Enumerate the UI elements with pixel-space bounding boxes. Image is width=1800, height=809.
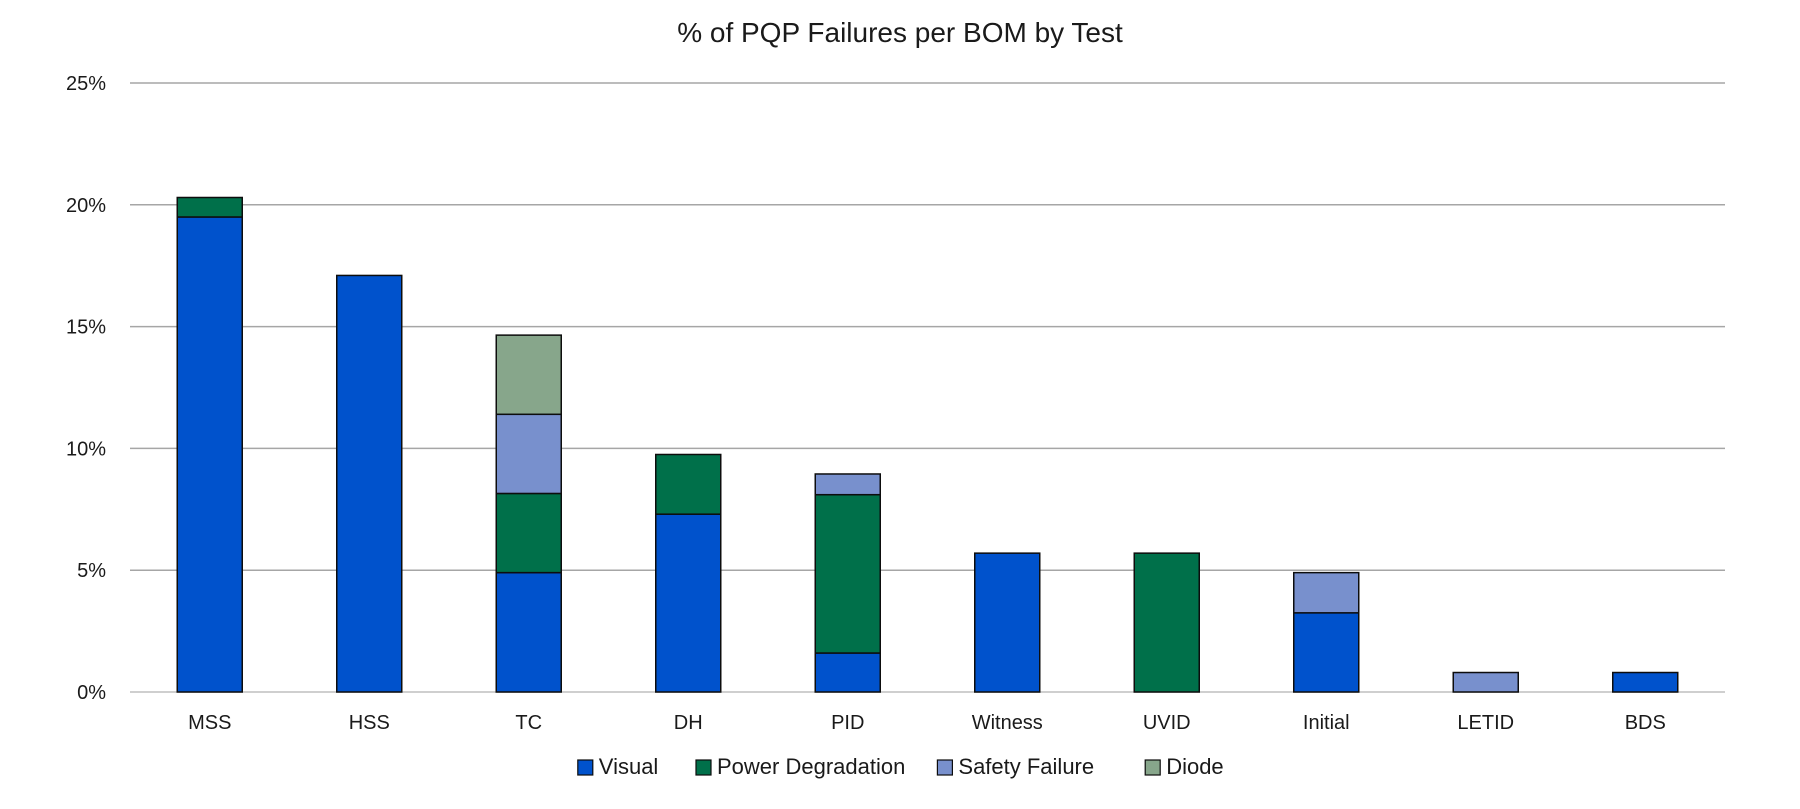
x-category-label: UVID [1143,712,1191,734]
y-tick-label: 20% [66,195,106,217]
bar-segment [495,492,562,574]
chart-title: % of PQP Failures per BOM by Test [677,17,1123,48]
x-category-label: PID [831,712,864,734]
bar-segment [814,473,881,496]
x-category-label: Initial [1303,712,1350,734]
y-tick-label: 0% [77,682,106,704]
x-category-label: HSS [349,712,390,734]
legend-label: Power Degradation [717,754,905,779]
x-category-label: Witness [972,712,1043,734]
bar-segment [1612,671,1679,693]
bar-segment [1293,571,1360,614]
x-axis-categories: MSS HSS TC DH PID Witness UVID Initial LETID BDS [188,712,1666,734]
x-category-label: LETID [1457,712,1514,734]
legend-swatch [577,759,594,776]
y-axis-ticks: 0% 5% 10% 15% 20% 25% [66,73,106,704]
legend: Visual Power Degradation Safety Failure Dio… [577,754,1224,779]
bar-segment [655,453,722,515]
bar-segment [495,413,562,495]
x-category-label: TC [515,712,542,734]
legend-swatch [1144,759,1161,776]
y-tick-label: 15% [66,317,106,339]
y-tick-label: 5% [77,560,106,582]
bar-segment [1133,552,1200,693]
bars [176,196,1679,693]
bar-segment [814,652,881,693]
x-category-label: BDS [1625,712,1666,734]
legend-label: Visual [599,754,659,779]
bar-segment [974,552,1041,693]
bar-segment [1452,671,1519,693]
bar-segment [176,216,243,693]
legend-swatch [936,759,954,776]
bar-segment [1293,612,1360,693]
y-tick-label: 10% [66,438,106,460]
legend-swatch [695,759,712,776]
bar-segment [495,571,562,693]
bar-segment [814,493,881,654]
bar-segment [655,513,722,693]
x-category-label: DH [674,712,703,734]
bar-segment [176,196,243,218]
bar-segment [495,334,562,416]
y-tick-label: 25% [66,73,106,95]
x-category-label: MSS [188,712,231,734]
bar-segment [336,274,403,693]
legend-label: Safety Failure [958,754,1094,779]
legend-label: Diode [1166,754,1223,779]
